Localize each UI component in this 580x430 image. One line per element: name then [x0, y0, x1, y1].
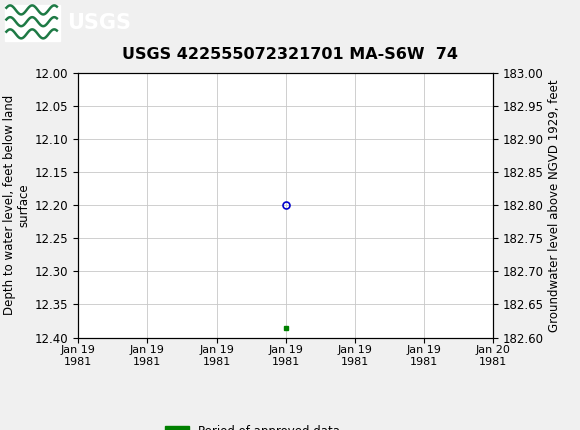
Bar	[5, 4, 60, 41]
Y-axis label: Groundwater level above NGVD 1929, feet: Groundwater level above NGVD 1929, feet	[548, 79, 561, 332]
Text: USGS: USGS	[67, 12, 130, 33]
Y-axis label: Depth to water level, feet below land
surface: Depth to water level, feet below land su…	[3, 95, 31, 316]
Text: USGS 422555072321701 MA-S6W  74: USGS 422555072321701 MA-S6W 74	[122, 47, 458, 62]
Legend: Period of approved data: Period of approved data	[160, 420, 345, 430]
